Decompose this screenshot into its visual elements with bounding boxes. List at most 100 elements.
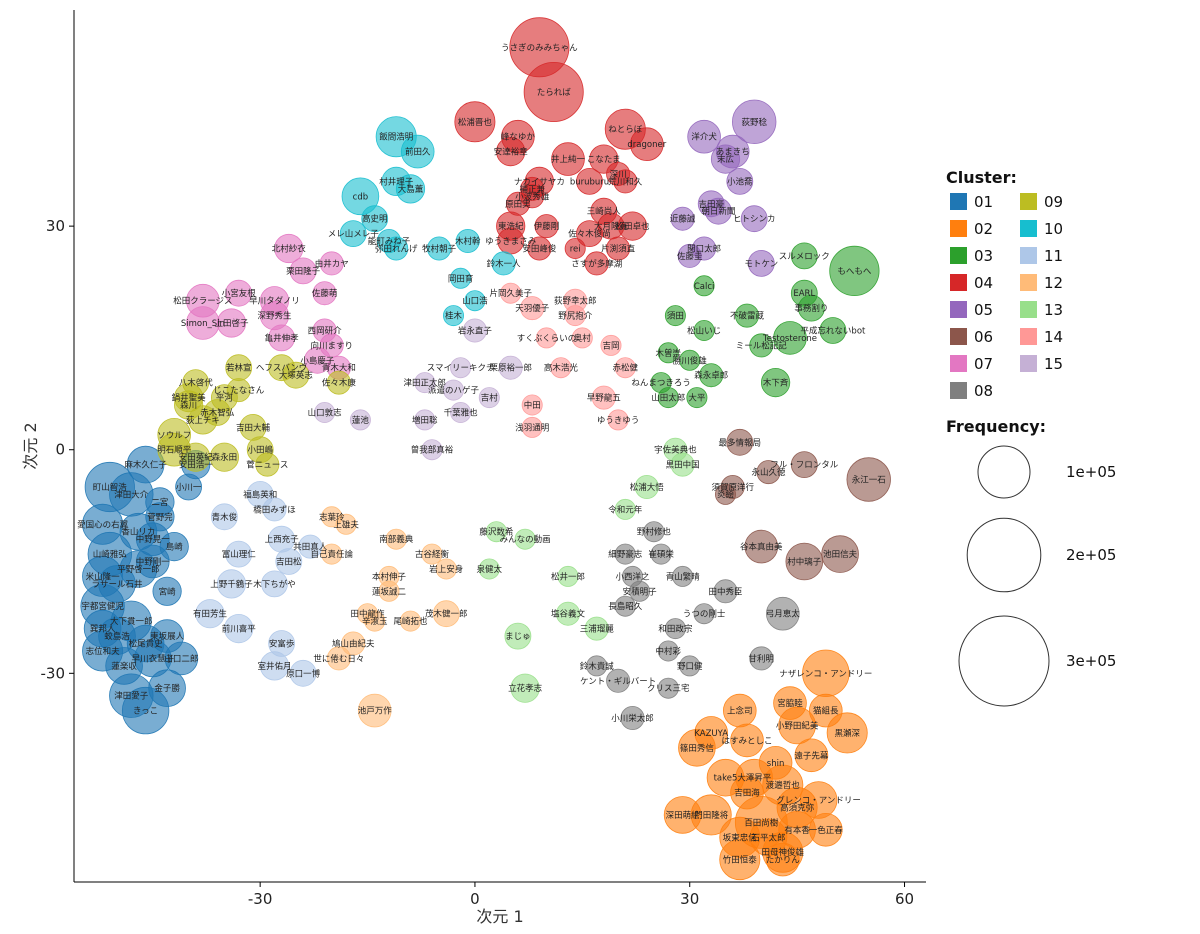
bubble-point bbox=[657, 640, 679, 662]
point-label: 片渕須直 bbox=[601, 244, 636, 255]
point-label: 令和元年 bbox=[608, 504, 643, 515]
bubble-point bbox=[719, 839, 761, 881]
bubble-point bbox=[505, 191, 530, 216]
bubble-point bbox=[326, 646, 351, 671]
x-tick-label: 0 bbox=[470, 890, 480, 908]
point-label: 桂木 bbox=[445, 311, 463, 322]
point-label: 吉岡 bbox=[602, 341, 619, 351]
point-label: 古谷経衡 bbox=[415, 549, 450, 560]
point-label: 甘利明 bbox=[749, 653, 775, 664]
size-legend-label: 3e+05 bbox=[1066, 652, 1116, 670]
bubble-point bbox=[747, 249, 775, 277]
point-label: Testosterone bbox=[762, 334, 817, 344]
point-label: 佐々木康 bbox=[322, 378, 357, 389]
point-label: 一色正春 bbox=[809, 825, 844, 836]
bubble-point bbox=[584, 616, 609, 641]
point-label: 田中龍作 bbox=[350, 609, 385, 620]
point-label: 大平 bbox=[688, 393, 706, 404]
bubble-point bbox=[268, 324, 296, 352]
point-label: 安田浩一 bbox=[179, 460, 214, 471]
point-label: 塩谷義文 bbox=[551, 609, 586, 620]
bubble-point bbox=[496, 137, 526, 167]
legend-label: 10 bbox=[1044, 220, 1063, 238]
bubble-point bbox=[664, 618, 686, 640]
bubble-point bbox=[364, 610, 386, 632]
point-label: 竹田恒泰 bbox=[723, 855, 758, 866]
bubble-point bbox=[756, 460, 781, 485]
point-label: 小池喬 bbox=[727, 176, 753, 187]
point-label: 木下ちがや bbox=[253, 579, 296, 590]
bubble-point bbox=[821, 535, 859, 573]
point-label: グレンコ・アンドリー bbox=[776, 795, 861, 806]
point-label: 猫組長 bbox=[813, 706, 839, 717]
point-label: 大塚英志 bbox=[279, 370, 314, 381]
bubble-point bbox=[657, 387, 679, 409]
bubble-point bbox=[523, 62, 584, 123]
point-label: 共田真人 bbox=[293, 542, 328, 553]
point-label: 東浩紀 bbox=[498, 221, 524, 232]
legend-swatch bbox=[950, 301, 967, 318]
bubble-point bbox=[740, 205, 768, 233]
point-label: 北村紗衣 bbox=[272, 244, 307, 255]
bubble-point bbox=[829, 245, 880, 296]
point-label: 永江一石 bbox=[852, 475, 886, 486]
legend-label: 03 bbox=[974, 247, 993, 265]
point-label: 向川ますり bbox=[310, 340, 353, 351]
bubble-point bbox=[225, 279, 253, 307]
point-label: あまきち bbox=[716, 148, 750, 158]
bubble-point bbox=[464, 290, 486, 312]
x-axis-title: 次元 1 bbox=[476, 907, 523, 926]
bubble-point bbox=[657, 677, 679, 699]
bubble-point bbox=[614, 595, 636, 617]
point-label: 東坂展人 bbox=[150, 631, 185, 642]
y-axis-title: 次元 2 bbox=[21, 422, 40, 469]
point-label: 泉健太 bbox=[477, 564, 503, 575]
bubble-point bbox=[175, 473, 203, 501]
point-label: 山口浩 bbox=[462, 296, 488, 307]
point-label: 長島昭久 bbox=[608, 601, 643, 612]
bubble-point bbox=[378, 580, 400, 602]
bubble-point bbox=[312, 281, 337, 306]
point-label: 浅羽通明 bbox=[515, 422, 549, 433]
bubble-point bbox=[98, 565, 136, 603]
point-label: 能町みね子 bbox=[368, 236, 411, 247]
point-label: 福島英和 bbox=[243, 489, 277, 500]
bubble-point bbox=[136, 544, 170, 579]
point-label: 深田萌絵 bbox=[666, 810, 701, 821]
point-label: 吉田松 bbox=[276, 557, 302, 568]
legend-label: 08 bbox=[974, 382, 993, 400]
point-label: 松浦晋也 bbox=[458, 117, 493, 128]
point-label: 有本香 bbox=[784, 825, 810, 836]
point-label: 宮脇睦 bbox=[777, 698, 803, 709]
point-label: ゆうきまさみ bbox=[485, 237, 537, 247]
point-label: 小川栄太郎 bbox=[611, 713, 654, 724]
point-label: 茂木健一郎 bbox=[425, 609, 468, 620]
point-label: 松浦大悟 bbox=[630, 482, 665, 493]
bubble-point bbox=[794, 738, 829, 773]
point-label: 飯間浩明 bbox=[379, 132, 413, 143]
point-label: 三崎尚人 bbox=[587, 206, 622, 217]
bubble-point bbox=[274, 233, 304, 264]
point-label: 近藤誠 bbox=[670, 214, 696, 225]
bubble-point bbox=[148, 669, 186, 707]
point-label: 炎絵 bbox=[717, 489, 735, 500]
bubble-point bbox=[699, 363, 724, 388]
point-label: 小波秀雄 bbox=[515, 191, 550, 202]
x-tick-label: 30 bbox=[680, 890, 699, 908]
point-label: 明石順平 bbox=[157, 446, 192, 456]
size-legend-label: 2e+05 bbox=[1066, 546, 1116, 564]
bubble-point bbox=[268, 525, 296, 553]
point-label: 安達裕章 bbox=[494, 147, 529, 158]
bubble-point bbox=[607, 409, 629, 431]
point-label: ヘフスバンヴ bbox=[256, 363, 308, 374]
bubble-point bbox=[414, 372, 436, 394]
bubble-point bbox=[527, 236, 552, 261]
point-label: 志位和夫 bbox=[86, 646, 121, 657]
bubble-point bbox=[536, 327, 558, 349]
point-label: 深野秀生 bbox=[257, 311, 292, 322]
point-label: 増田聡 bbox=[412, 415, 438, 426]
point-label: 高木浩光 bbox=[544, 363, 579, 374]
bubble-point bbox=[576, 220, 603, 248]
point-label: フル・フロンタル bbox=[770, 461, 839, 471]
point-label: take5 bbox=[714, 774, 738, 784]
